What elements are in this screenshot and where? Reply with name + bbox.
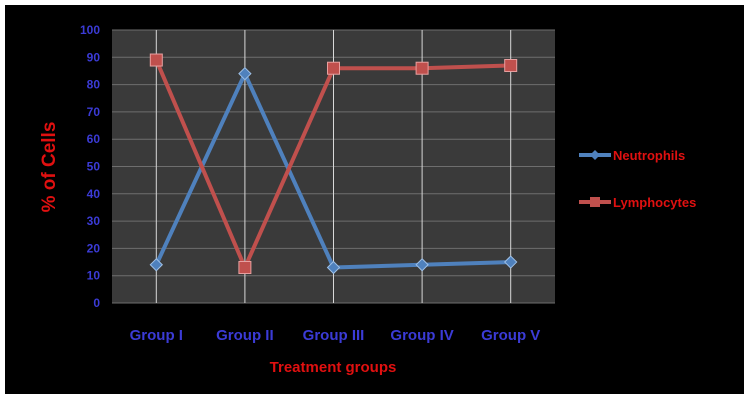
y-tick-label: 40 [87, 187, 101, 201]
y-tick-label: 10 [87, 269, 101, 283]
neutrophils-point [326, 260, 341, 275]
lymphocytes-point [327, 61, 340, 75]
legend: Neutrophils Lymphocytes [579, 148, 696, 210]
x-tick-label: Group III [303, 327, 365, 344]
lymphocytes-point [504, 58, 518, 72]
x-tick-labels: Group I Group II Group III Group IV Group V [130, 327, 541, 344]
x-axis-title: Treatment groups [270, 359, 397, 376]
lymphocytes-point [149, 53, 163, 67]
neutrophils-point [149, 258, 164, 272]
legend-label-neutrophils: Neutrophils [613, 148, 685, 163]
y-tick-label: 60 [87, 132, 101, 146]
y-tick-label: 70 [87, 105, 101, 119]
lymphocytes-point [415, 61, 429, 75]
chart-frame: 0 10 20 30 40 50 60 70 80 90 100 Group I Group II Gr… [5, 5, 744, 394]
y-tick-label: 90 [87, 50, 101, 64]
legend-marker-neutrophils [590, 150, 600, 160]
grid-lines [112, 29, 555, 304]
x-tick-label: Group IV [390, 327, 453, 344]
y-tick-labels: 0 10 20 30 40 50 60 70 80 90 100 [80, 23, 100, 310]
x-tick-label: Group V [481, 327, 540, 344]
series-layer [149, 53, 518, 275]
neutrophils-point [238, 66, 252, 81]
neutrophils-point [503, 255, 518, 269]
legend-marker-lymphocytes [590, 197, 600, 207]
lymphocytes-point [238, 261, 252, 275]
y-axis-title: % of Cells [39, 122, 60, 213]
x-tick-label: Group I [130, 327, 183, 344]
y-tick-label: 80 [87, 78, 101, 92]
y-tick-label: 100 [80, 23, 100, 37]
legend-label-lymphocytes: Lymphocytes [613, 195, 696, 210]
neutrophils-point [415, 258, 429, 272]
y-tick-label: 50 [87, 160, 101, 174]
x-tick-label: Group II [216, 327, 274, 344]
y-tick-label: 30 [87, 214, 101, 228]
y-tick-label: 20 [87, 241, 101, 255]
y-tick-label: 0 [93, 296, 100, 310]
